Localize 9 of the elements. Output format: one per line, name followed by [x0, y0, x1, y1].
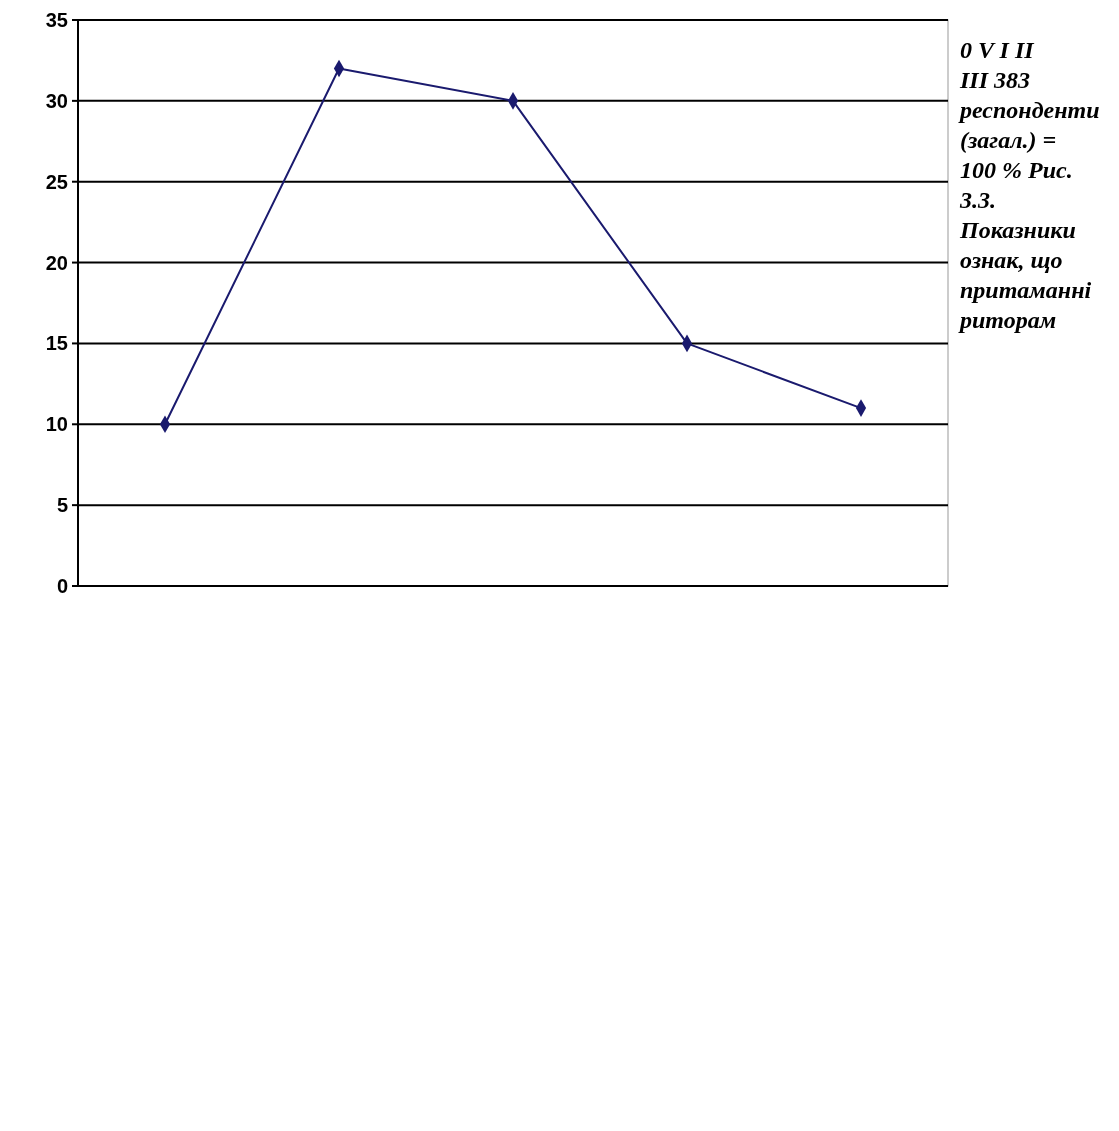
y-tick-label: 5: [56, 494, 68, 517]
y-tick-label: 35: [45, 9, 68, 31]
y-tick-label: 30: [45, 89, 68, 112]
text: 0 V I II III 383 респонденти (загал.) = 100 % Рис. 3.3. Показники ознак, що притаманні риторам: [960, 37, 1100, 333]
y-tick-label: 10: [45, 413, 68, 436]
y-tick-label: 25: [45, 170, 68, 193]
y-tick-label: 20: [45, 251, 68, 274]
y-tick-label: 0: [56, 575, 68, 597]
y-tick-label: 15: [45, 332, 68, 355]
